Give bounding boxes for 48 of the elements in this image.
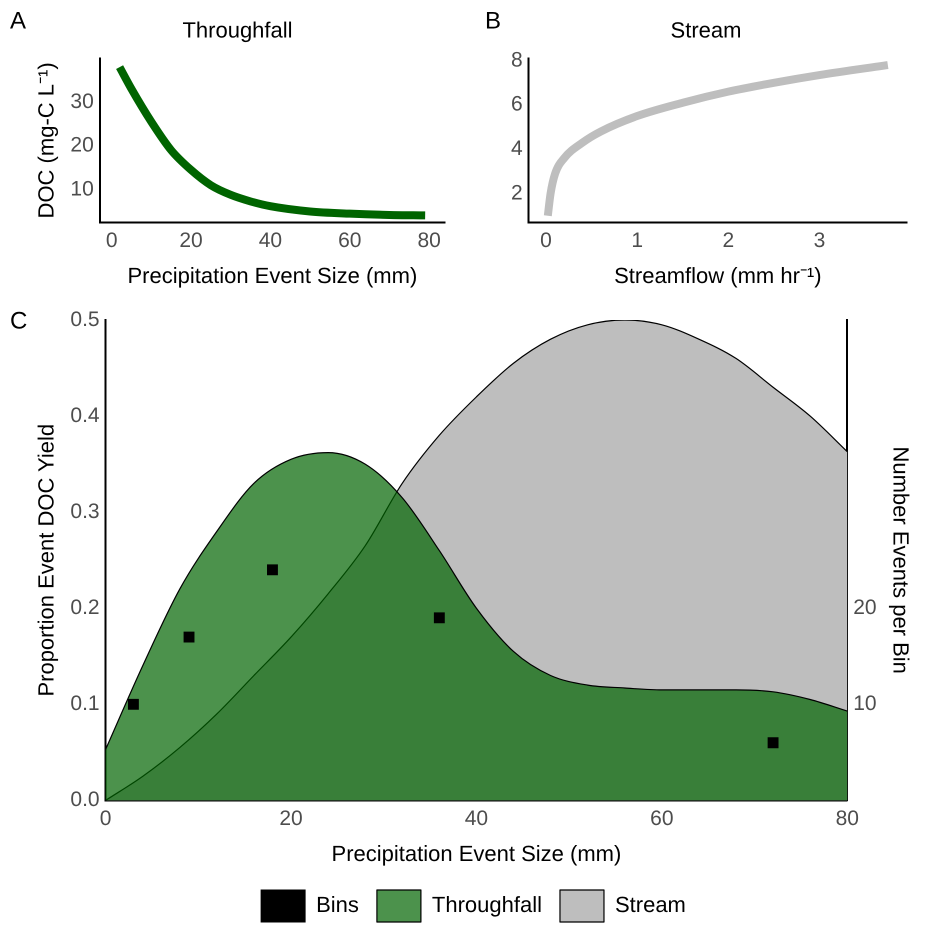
text: B xyxy=(485,8,502,35)
x-axis-title: Precipitation Event Size (mm) xyxy=(332,840,622,866)
chart-title: Stream xyxy=(670,17,742,42)
y2-tick-label: 20 xyxy=(853,596,877,620)
point xyxy=(768,737,779,748)
y-tick-label: 10 xyxy=(70,177,94,200)
y2-tick-label: 10 xyxy=(853,692,877,716)
x-tick-label: 20 xyxy=(279,806,303,830)
y-tick-label: 30 xyxy=(70,90,94,113)
x-tick-label: 60 xyxy=(338,228,362,252)
y2-axis-title: Number Events per Bin xyxy=(888,446,914,674)
y-tick-label: 0.1 xyxy=(70,692,100,716)
y-tick-label: 0.3 xyxy=(70,500,100,523)
point xyxy=(184,632,194,643)
y-tick-label: 2 xyxy=(510,181,523,204)
text: A xyxy=(10,8,26,35)
x-tick-label: 40 xyxy=(258,228,282,252)
y-tick-label: 0.4 xyxy=(70,404,100,427)
x-tick-label: 20 xyxy=(179,228,203,252)
chart-title: Throughfall xyxy=(182,17,293,42)
x-tick-label: 0 xyxy=(106,228,118,252)
point xyxy=(434,612,445,624)
legend-label: Stream xyxy=(614,892,686,918)
y-axis-title: DOC (mg-C L⁻¹) xyxy=(33,62,58,218)
y-tick-label: 0.0 xyxy=(70,788,100,812)
x-axis-title: Precipitation Event Size (mm) xyxy=(127,262,418,288)
x-tick-label: 0 xyxy=(540,228,552,252)
x-tick-label: 1 xyxy=(631,228,644,252)
x-tick-label: 80 xyxy=(836,806,859,830)
text: C xyxy=(10,308,28,335)
x-tick-label: 80 xyxy=(417,228,441,252)
x-tick-label: 60 xyxy=(650,806,674,830)
y-tick-label: 20 xyxy=(70,134,94,157)
legend-label: Bins xyxy=(316,892,359,918)
x-axis-title: Streamflow (mm hr⁻¹) xyxy=(614,262,822,288)
point xyxy=(128,698,139,710)
x-tick-label: 2 xyxy=(722,228,734,252)
x-tick-label: 40 xyxy=(464,806,488,830)
x-tick-label: 0 xyxy=(100,806,112,830)
y-tick-label: 0.5 xyxy=(70,308,100,331)
y-axis-title: Proportion Event DOC Yield xyxy=(33,424,58,697)
y-tick-label: 8 xyxy=(510,48,523,72)
legend-label: Throughfall xyxy=(432,892,542,918)
x-tick-label: 3 xyxy=(814,228,826,252)
y-tick-label: 0.2 xyxy=(70,596,100,620)
y-tick-label: 4 xyxy=(510,137,523,160)
point xyxy=(267,564,278,576)
y-tick-label: 6 xyxy=(510,92,523,116)
